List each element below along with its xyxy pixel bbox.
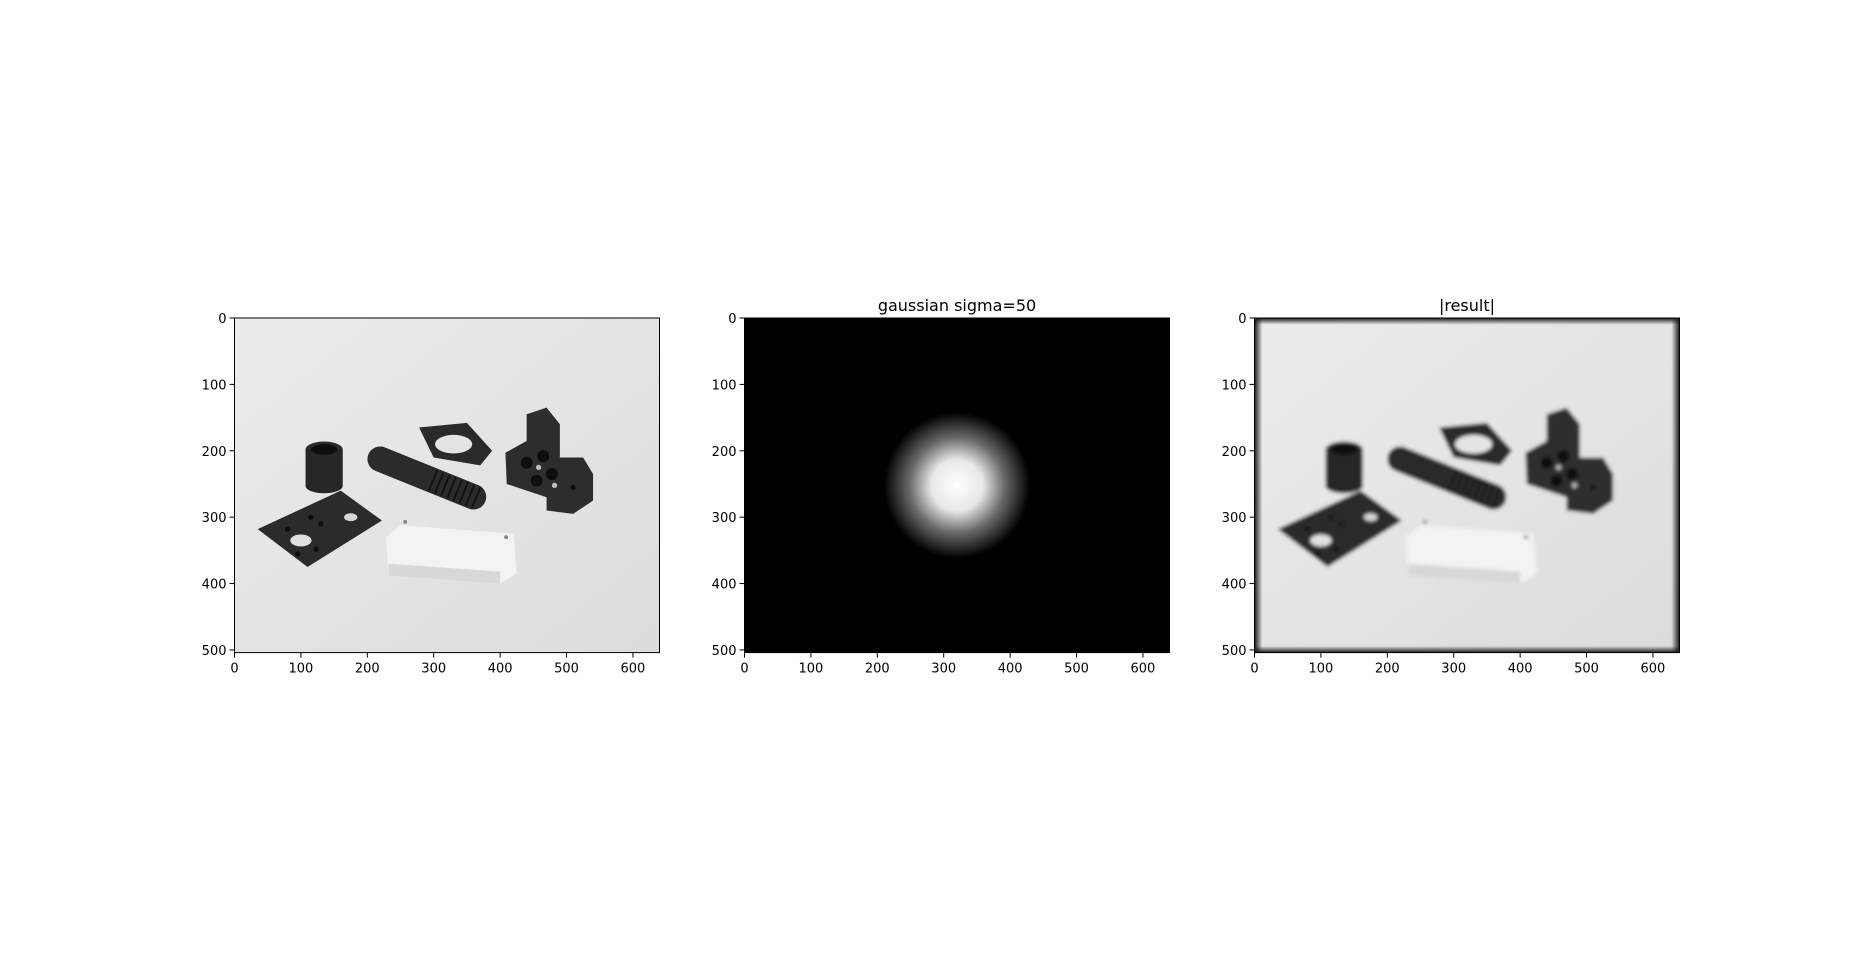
x-tick-label: 600 [1131, 662, 1156, 677]
axes-frame [234, 317, 660, 654]
x-tick-label: 0 [230, 662, 238, 677]
x-tick-label: 600 [1641, 662, 1666, 677]
y-tick-label: 500 [202, 644, 227, 659]
y-tick-label: 400 [712, 578, 737, 593]
x-tick-label: 0 [740, 662, 748, 677]
x-tick-label: 400 [1508, 662, 1533, 677]
x-tick-label: 600 [621, 662, 646, 677]
panel-original: 0 100 200 300 400 500 600 0 100 200 300 400 500 [202, 312, 660, 677]
y-tick-label: 100 [202, 378, 227, 393]
x-tick-label: 200 [1375, 662, 1400, 677]
y-tick-label: 400 [202, 578, 227, 593]
x-tick-label: 400 [488, 662, 513, 677]
panel-result: |result| 0 100 200 300 400 500 600 0 100 200 300 40… [1222, 296, 1680, 677]
y-tick-label: 400 [1222, 578, 1247, 593]
y-tick-label: 200 [202, 445, 227, 460]
y-tick-label: 200 [712, 445, 737, 460]
y-tick-label: 500 [712, 644, 737, 659]
y-tick-label: 100 [1222, 378, 1247, 393]
axes-frame [1254, 317, 1680, 654]
x-tick-label: 300 [931, 662, 956, 677]
x-tick-label: 400 [998, 662, 1023, 677]
y-tick-label: 300 [202, 511, 227, 526]
x-tick-label: 200 [355, 662, 380, 677]
x-tick-label: 100 [1308, 662, 1333, 677]
panel-title: gaussian sigma=50 [878, 296, 1036, 315]
y-tick-label: 300 [712, 511, 737, 526]
y-tick-label: 100 [712, 378, 737, 393]
panel-gaussian: gaussian sigma=50 0 100 200 300 400 500 600 0 10… [712, 296, 1170, 677]
y-tick-label: 200 [1222, 445, 1247, 460]
x-ticks: 0 100 200 300 400 500 600 0 100 200 300 400 500 [1222, 312, 1666, 677]
y-tick-label: 300 [1222, 511, 1247, 526]
x-tick-label: 200 [865, 662, 890, 677]
x-tick-label: 500 [1064, 662, 1089, 677]
y-tick-label: 0 [728, 312, 736, 327]
x-tick-label: 500 [1574, 662, 1599, 677]
x-tick-label: 500 [554, 662, 579, 677]
axes-frame [744, 317, 1170, 654]
y-tick-label: 500 [1222, 644, 1247, 659]
gaussian-blob [883, 412, 1031, 559]
image-original [234, 318, 660, 653]
x-ticks: 0 100 200 300 400 500 600 0 100 200 300 400 500 [712, 312, 1156, 677]
y-tick-label: 0 [1238, 312, 1246, 327]
x-tick-label: 300 [421, 662, 446, 677]
x-tick-label: 300 [1441, 662, 1466, 677]
image-gaussian [744, 318, 1170, 653]
x-tick-label: 0 [1250, 662, 1258, 677]
x-ticks: 0 100 200 300 400 500 600 0 100 200 300 400 500 [202, 312, 646, 677]
panel-title: |result| [1439, 296, 1495, 315]
x-tick-label: 100 [798, 662, 823, 677]
y-tick-label: 0 [218, 312, 226, 327]
x-tick-label: 100 [288, 662, 313, 677]
image-result [1254, 318, 1680, 653]
